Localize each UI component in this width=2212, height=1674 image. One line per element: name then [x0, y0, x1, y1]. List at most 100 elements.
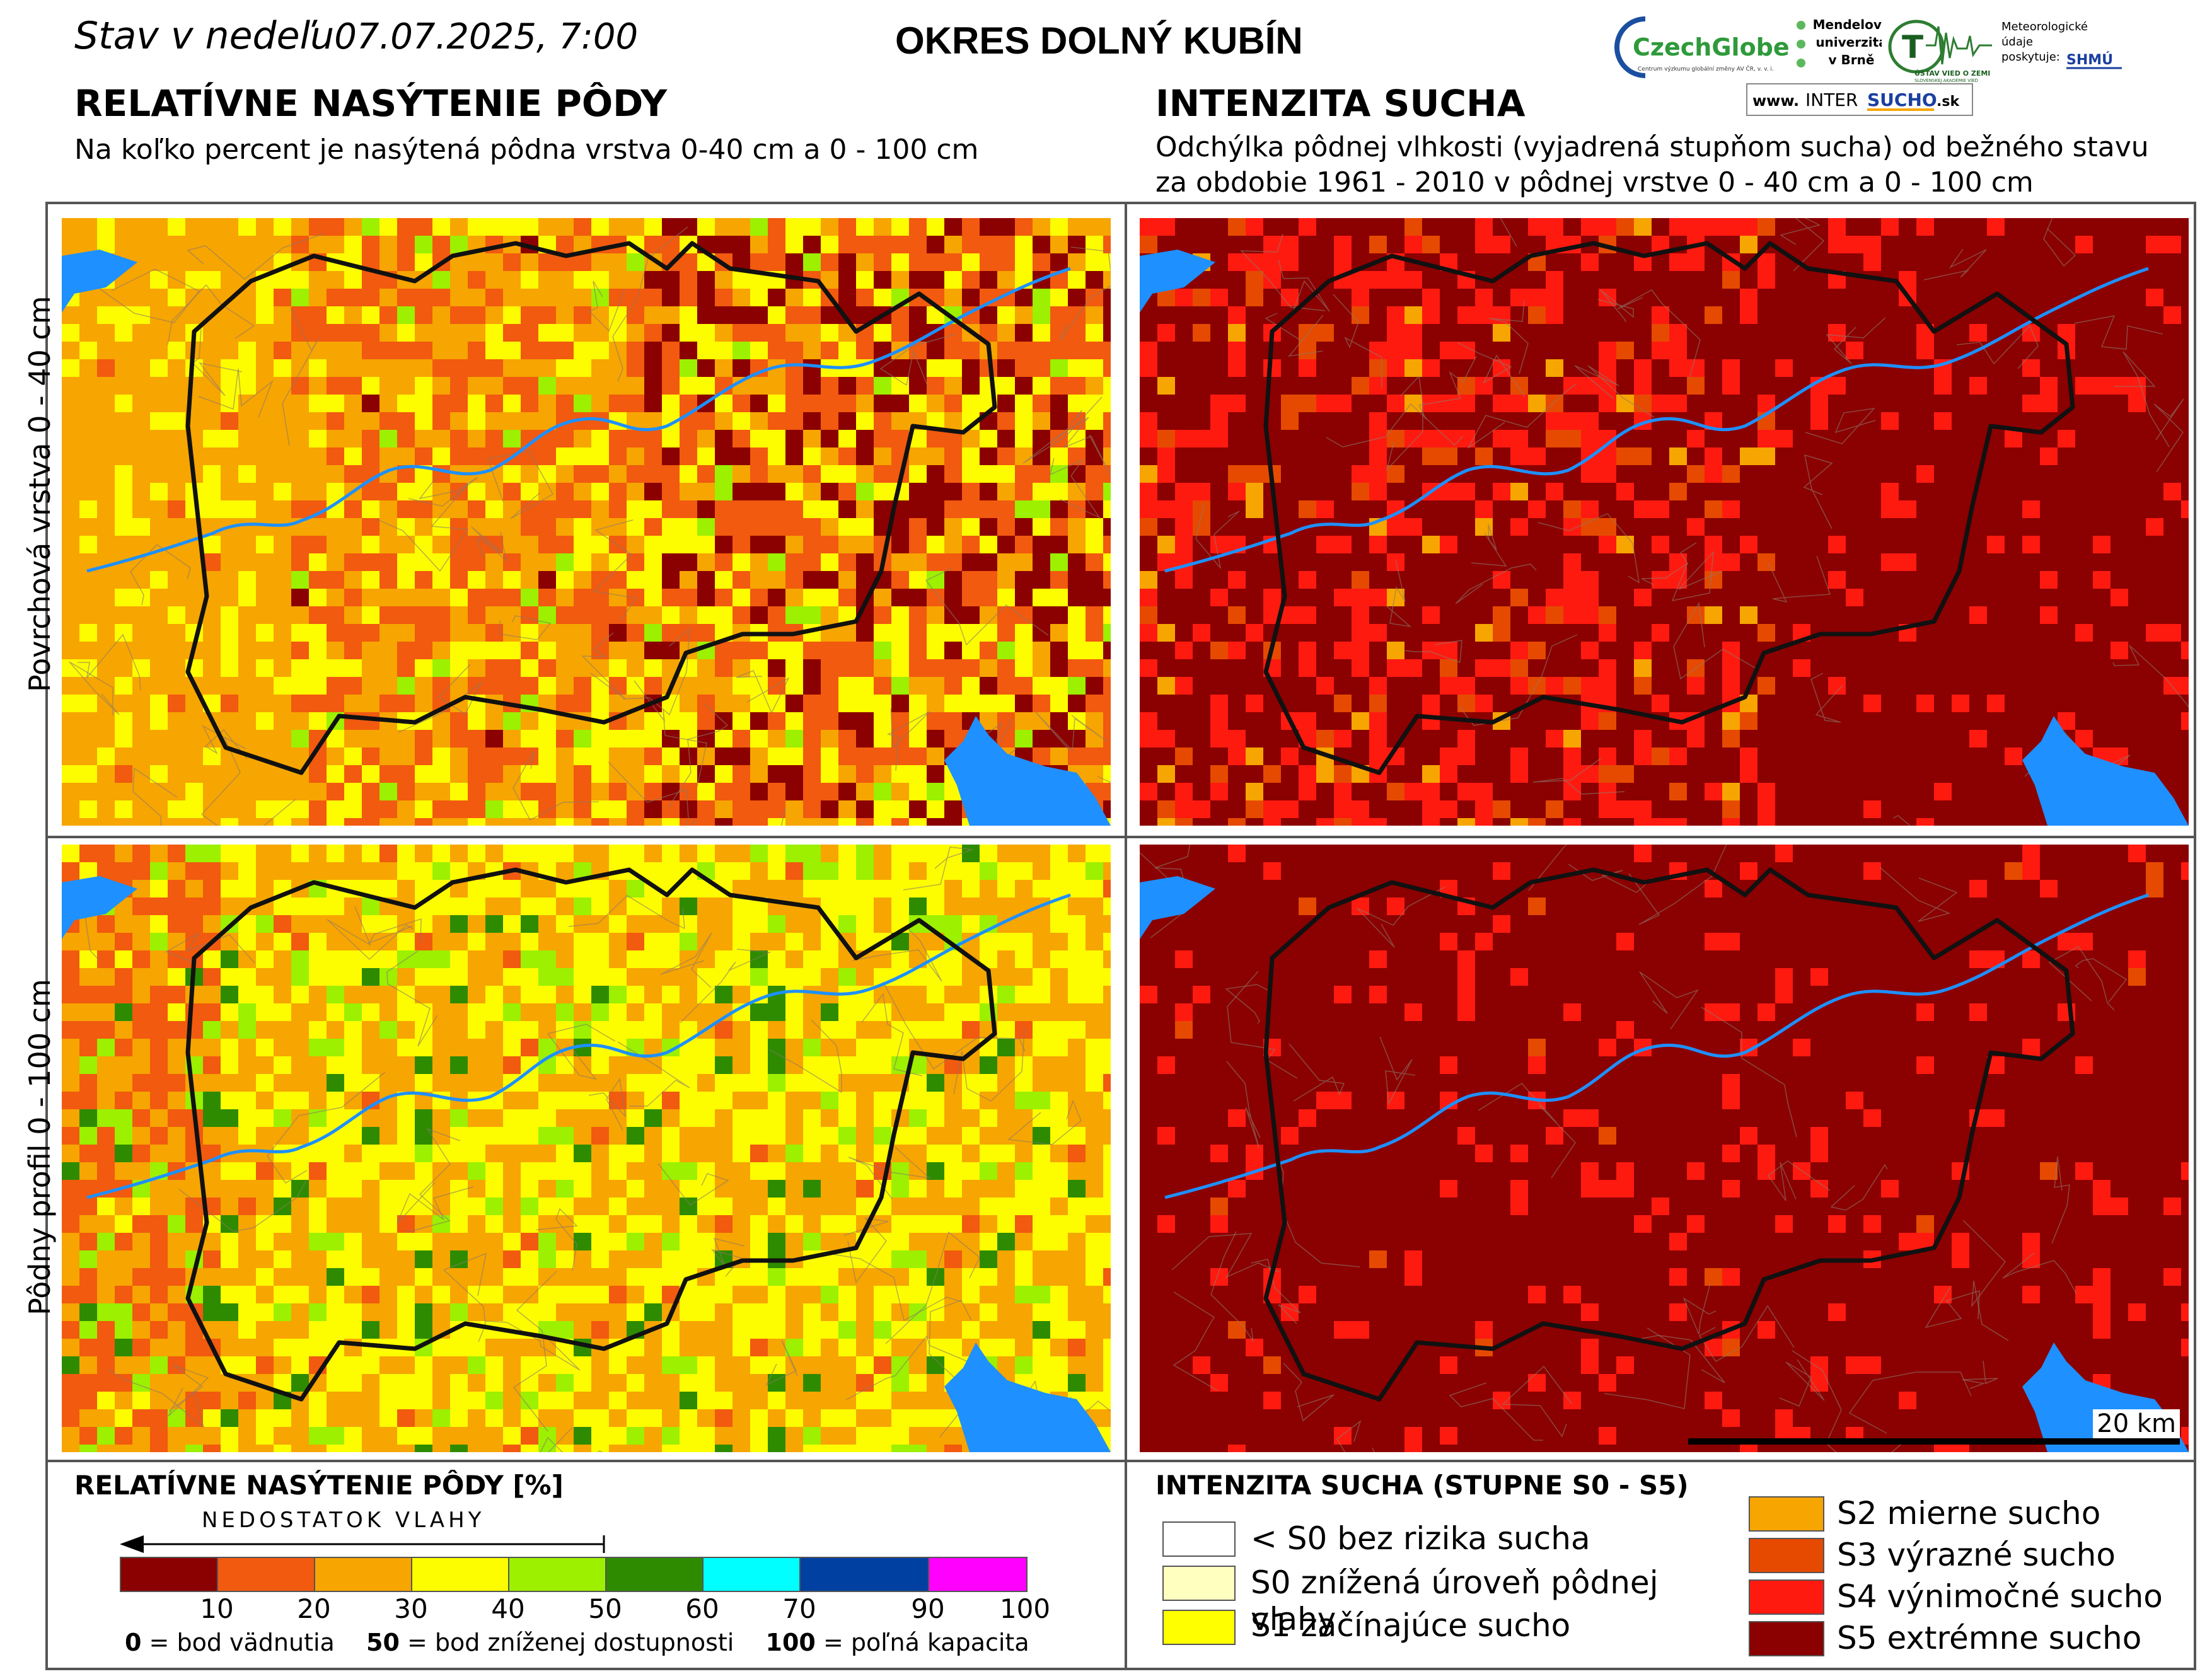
- raster-cell: [238, 571, 256, 589]
- raster-cell: [2075, 430, 2093, 447]
- raster-cell: [432, 1021, 450, 1039]
- raster-cell: [185, 845, 203, 862]
- raster-cell: [274, 968, 291, 986]
- raster-cell: [256, 571, 274, 589]
- raster-cell: [715, 271, 733, 289]
- raster-cell: [962, 536, 980, 553]
- raster-cell: [980, 218, 997, 236]
- raster-cell: [2005, 483, 2022, 500]
- raster-cell: [1369, 677, 1387, 695]
- raster-cell: [521, 986, 538, 1003]
- raster-cell: [132, 589, 150, 606]
- raster-cell: [97, 536, 115, 553]
- raster-cell: [2022, 677, 2040, 695]
- raster-cell: [1246, 695, 1263, 712]
- raster-cell: [785, 359, 803, 377]
- raster-cell: [1810, 589, 1828, 606]
- raster-cell: [1193, 518, 1210, 536]
- raster-cell: [2146, 553, 2163, 571]
- raster-cell: [821, 950, 838, 968]
- raster-cell: [785, 412, 803, 430]
- raster-cell: [521, 377, 538, 395]
- raster-cell: [1103, 862, 1121, 880]
- raster-cell: [856, 800, 874, 818]
- raster-cell: [1581, 306, 1599, 324]
- raster-cell: [785, 677, 803, 695]
- raster-cell: [909, 218, 927, 236]
- stream-line: [667, 703, 729, 809]
- raster-cell: [627, 677, 644, 695]
- raster-cell: [1210, 483, 1228, 500]
- raster-cell: [309, 712, 327, 730]
- raster-cell: [1175, 324, 1193, 342]
- raster-cell: [379, 571, 397, 589]
- raster-cell: [79, 1021, 97, 1039]
- raster-cell: [856, 553, 874, 571]
- raster-cell: [1952, 659, 1969, 677]
- raster-cell: [274, 818, 291, 836]
- raster-cell: [485, 606, 503, 624]
- raster-cell: [838, 500, 856, 518]
- raster-cell: [591, 730, 609, 748]
- raster-cell: [609, 986, 627, 1003]
- raster-cell: [485, 395, 503, 412]
- raster-cell: [997, 933, 1015, 950]
- raster-cell: [715, 359, 733, 377]
- raster-cell: [768, 518, 785, 536]
- raster-cell: [1793, 606, 1810, 624]
- raster-cell: [2075, 730, 2093, 748]
- raster-cell: [1705, 818, 1722, 836]
- raster-cell: [1103, 342, 1121, 359]
- raster-cell: [627, 536, 644, 553]
- raster-cell: [874, 253, 891, 271]
- raster-cell: [62, 236, 79, 253]
- raster-cell: [927, 898, 944, 915]
- raster-cell: [962, 986, 980, 1003]
- raster-cell: [1299, 447, 1316, 465]
- raster-cell: [556, 571, 574, 589]
- raster-cell: [2005, 730, 2022, 748]
- raster-cell: [1899, 377, 1916, 395]
- raster-cell: [803, 465, 821, 483]
- raster-cell: [344, 845, 362, 862]
- raster-cell: [1422, 465, 1440, 483]
- raster-cell: [327, 800, 344, 818]
- raster-cell: [344, 218, 362, 236]
- raster-cell: [2128, 430, 2146, 447]
- raster-cell: [1599, 571, 1616, 589]
- raster-cell: [2128, 642, 2146, 659]
- raster-cell: [309, 624, 327, 642]
- raster-cell: [785, 642, 803, 659]
- raster-cell: [715, 730, 733, 748]
- raster-cell: [2075, 606, 2093, 624]
- raster-cell: [1652, 359, 1669, 377]
- raster-cell: [1916, 818, 1934, 836]
- raster-cell: [627, 218, 644, 236]
- intersucho-link[interactable]: www. INTER SUCHO .sk: [1746, 83, 1973, 116]
- raster-cell: [574, 677, 591, 695]
- raster-cell: [521, 483, 538, 500]
- raster-cell: [2128, 483, 2146, 500]
- raster-cell: [627, 880, 644, 898]
- raster-cell: [1616, 218, 1634, 236]
- raster-cell: [1334, 218, 1352, 236]
- raster-cell: [1228, 377, 1246, 395]
- raster-cell: [821, 324, 838, 342]
- raster-cell: [1493, 483, 1510, 500]
- raster-cell: [1086, 359, 1103, 377]
- raster-cell: [1634, 659, 1652, 677]
- raster-cell: [1669, 677, 1687, 695]
- raster-cell: [980, 624, 997, 642]
- raster-cell: [1775, 606, 1793, 624]
- raster-cell: [1687, 553, 1705, 571]
- raster-cell: [1916, 518, 1934, 536]
- raster-cell: [1863, 800, 1881, 818]
- river-line: [86, 267, 1071, 573]
- raster-cell: [2181, 695, 2199, 712]
- raster-cell: [397, 783, 415, 800]
- raster-cell: [344, 730, 362, 748]
- raster-cell: [609, 748, 627, 765]
- raster-cell: [274, 236, 291, 253]
- raster-cell: [1846, 730, 1863, 748]
- raster-cell: [733, 342, 750, 359]
